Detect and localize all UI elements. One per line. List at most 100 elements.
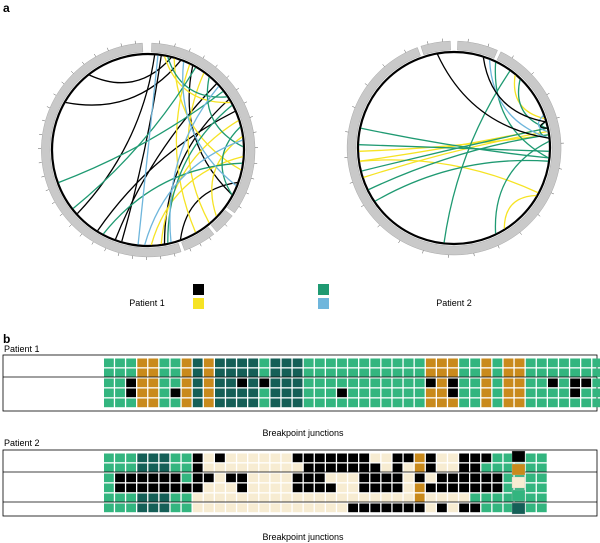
cell-inv <box>592 368 600 378</box>
cell-nd <box>448 483 458 493</box>
cell-inv <box>370 368 381 378</box>
cell-inter <box>148 493 159 503</box>
cell-del <box>503 378 514 388</box>
cell-inv <box>481 463 492 473</box>
cell-nd <box>448 473 458 483</box>
tick-mark <box>215 64 218 68</box>
patient2-grid-title: Patient 2 <box>4 438 40 448</box>
tick-mark <box>174 43 176 47</box>
cell-inv <box>326 358 336 368</box>
cell-del <box>148 358 159 368</box>
cell-nd <box>159 473 170 483</box>
cell-inv <box>314 368 325 378</box>
cell-dup <box>270 503 281 513</box>
cell-inv <box>470 378 481 388</box>
cell-inter <box>248 378 259 388</box>
cell-nd <box>292 473 303 483</box>
cell-del <box>437 398 447 408</box>
cell-dup <box>326 473 336 483</box>
link-black <box>89 57 172 84</box>
cell-dup <box>326 493 336 503</box>
cell-inv <box>536 493 547 503</box>
tick-mark <box>251 178 255 180</box>
cell-inv <box>170 398 181 408</box>
cell-inter <box>159 463 170 473</box>
cell-inv <box>359 358 370 368</box>
cell-nd <box>403 503 414 513</box>
cell-inv <box>159 378 170 388</box>
cell-inv <box>348 378 358 388</box>
cell-inv <box>559 378 569 388</box>
cell-inv <box>548 398 558 408</box>
cell-inv <box>126 368 136 378</box>
cell-nd <box>337 463 347 473</box>
cell-dup <box>425 503 436 513</box>
link-yellow <box>359 159 539 194</box>
cell-inv <box>503 453 514 463</box>
cell-del <box>437 368 447 378</box>
cell-inv <box>126 398 136 408</box>
cell-inv <box>548 388 558 398</box>
cell-nd <box>314 483 325 493</box>
cell-inv <box>536 378 547 388</box>
tick-mark <box>236 87 240 91</box>
cell-nd <box>359 473 370 483</box>
tick-mark <box>174 253 176 257</box>
cell-dup <box>448 493 458 503</box>
link-green <box>359 144 549 152</box>
cell-inv <box>581 398 592 408</box>
tick-mark <box>245 192 249 195</box>
cell-nd <box>237 473 247 483</box>
cell-dup <box>281 493 292 503</box>
cell-inter <box>237 388 247 398</box>
cell-dup <box>392 493 403 503</box>
link-yellow <box>160 120 239 245</box>
cell-del <box>503 398 514 408</box>
tick-mark <box>45 189 49 192</box>
cell-inter <box>281 368 292 378</box>
cell-dup <box>448 503 458 513</box>
cell-dup <box>403 483 414 493</box>
link-green <box>360 127 549 159</box>
cell-inv <box>303 368 314 378</box>
tick-mark <box>382 64 385 67</box>
cell-inv <box>492 368 503 378</box>
tick-mark <box>244 101 248 104</box>
cell-inv <box>181 493 192 503</box>
cell-nd <box>337 453 347 463</box>
tick-mark <box>249 116 253 118</box>
cell-inv <box>592 378 600 388</box>
ideogram-chr9 <box>41 42 182 258</box>
legend-swatch-blue <box>318 298 329 309</box>
link-green <box>102 162 243 235</box>
cell-inter <box>226 398 236 408</box>
cell-inv <box>414 398 425 408</box>
tick-mark <box>94 53 96 57</box>
cell-inv <box>570 398 580 408</box>
tick-mark <box>345 131 349 133</box>
cell-nd <box>303 463 314 473</box>
tick-mark <box>360 205 364 208</box>
cell-inv <box>492 463 503 473</box>
cell-inter <box>292 378 303 388</box>
cell-del <box>481 368 492 378</box>
cell-nd <box>370 483 381 493</box>
patient2-grid <box>2 449 598 517</box>
tick-mark <box>473 253 475 257</box>
cell-inter <box>137 503 148 513</box>
cell-inv <box>470 493 481 503</box>
cell-inv <box>104 453 114 463</box>
cell-inv <box>592 358 600 368</box>
cell-inv <box>592 388 600 398</box>
cell-nd <box>492 483 503 493</box>
link-yellow <box>187 72 210 224</box>
cell-dup <box>226 453 236 463</box>
cell-nd <box>192 453 203 463</box>
cell-nd <box>359 503 370 513</box>
cell-del <box>481 358 492 368</box>
link-blue <box>537 115 548 133</box>
cell-dup <box>192 493 203 503</box>
cell-del <box>425 398 436 408</box>
cell-inv <box>104 493 114 503</box>
